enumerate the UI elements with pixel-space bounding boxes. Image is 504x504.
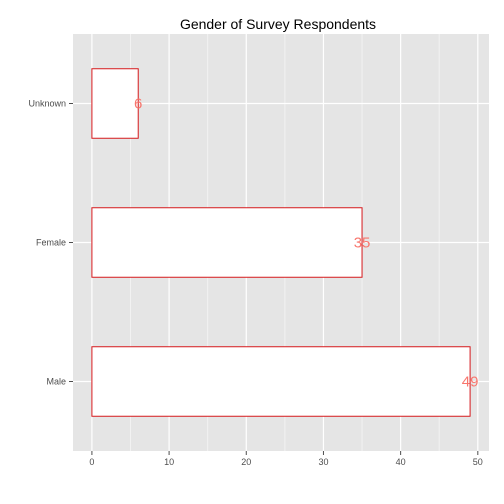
- y-tick-label-unknown: Unknown: [28, 99, 66, 109]
- y-tick-label-male: Male: [46, 377, 66, 387]
- value-label-female: 35: [354, 235, 371, 252]
- x-tick-label: 0: [89, 457, 94, 467]
- y-tick-label-female: Female: [36, 238, 66, 248]
- bar-male: [91, 346, 471, 417]
- x-tick-label: 50: [473, 457, 483, 467]
- bars: [91, 68, 471, 417]
- x-axis: 0 10 20 30 40 50: [89, 451, 483, 467]
- y-axis: Male Female Unknown: [28, 99, 73, 387]
- x-tick-label: 10: [164, 457, 174, 467]
- bar-female: [91, 207, 363, 278]
- bar-unknown: [91, 68, 139, 139]
- chart-title: Gender of Survey Respondents: [180, 16, 376, 32]
- value-label-male: 49: [462, 374, 479, 391]
- x-tick-label: 30: [318, 457, 328, 467]
- x-tick-label: 20: [241, 457, 251, 467]
- value-labels: 49 35 6: [134, 96, 478, 391]
- x-tick-label: 40: [396, 457, 406, 467]
- value-label-unknown: 6: [134, 96, 142, 113]
